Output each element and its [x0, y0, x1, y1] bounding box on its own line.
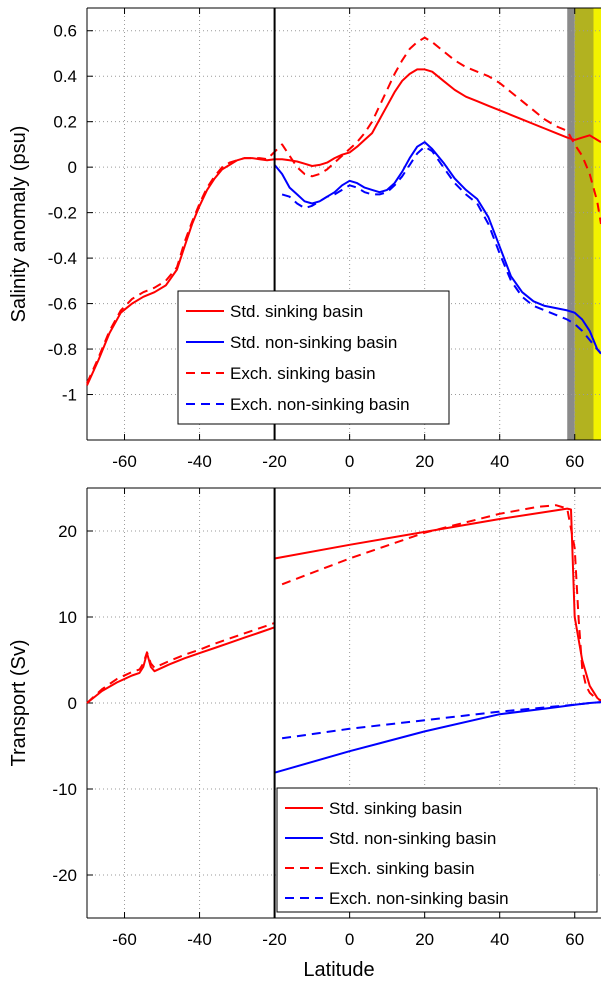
y-tick-label: 10: [58, 608, 77, 627]
transport-panel: -60 -40 -20 0 20 40 60 -20 -10 0 10 20 Transport (Sv…: [8, 487, 601, 981]
legend-entry-1: Std. non-sinking basin: [329, 829, 496, 848]
y-tick-label: -1: [62, 386, 77, 405]
legend-entry-0: Std. sinking basin: [329, 799, 462, 818]
legend-entry-0: Std. sinking basin: [230, 302, 363, 321]
x-tick-label: 20: [415, 452, 434, 471]
x-tick-label: 60: [565, 930, 584, 949]
x-tick-label: 0: [345, 452, 354, 471]
series-line-2-segment-2: [281, 504, 601, 702]
legend-entry-2: Exch. sinking basin: [329, 859, 475, 878]
legend: Std. sinking basin Std. non-sinking basin…: [276, 787, 598, 913]
shaded-band-0: [567, 8, 575, 440]
series-line-0-segment-2: [274, 507, 601, 703]
x-tick-label: -20: [262, 452, 287, 471]
series-line-3: [281, 701, 601, 740]
shaded-band-1: [574, 8, 594, 440]
legend-entry-3: Exch. non-sinking basin: [230, 395, 410, 414]
y-tick-label: -0.8: [48, 340, 77, 359]
x-tick-label: 0: [345, 930, 354, 949]
salinity-panel: -60 -40 -20 0 20 40 60 -1 -0.8 -0.6 -0.4 -0.2 0 0.2 0.…: [8, 7, 601, 471]
series-line-3: [281, 145, 601, 355]
x-tick-label: 20: [415, 930, 434, 949]
y-tick-label: 20: [58, 522, 77, 541]
y-tick-label: 0: [68, 694, 77, 713]
series-line-0: [86, 626, 275, 704]
x-axis-label: Latitude: [303, 959, 374, 981]
x-tick-label: 40: [490, 452, 509, 471]
y-tick-label: -0.4: [48, 249, 77, 268]
y-tick-label: -0.6: [48, 295, 77, 314]
series-line-0: [86, 68, 601, 386]
y-tick-label: 0.6: [53, 22, 77, 41]
x-tick-label: -20: [262, 930, 287, 949]
y-tick-label: -10: [52, 780, 77, 799]
y-axis-label: Transport (Sv): [8, 639, 30, 766]
y-tick-label: 0.4: [53, 67, 77, 86]
x-tick-label: 60: [565, 452, 584, 471]
y-axis-label: Salinity anomaly (psu): [8, 126, 30, 323]
legend-entry-2: Exch. sinking basin: [230, 364, 376, 383]
series-line-1: [274, 701, 601, 774]
x-tick-label: 40: [490, 930, 509, 949]
shaded-band-2: [593, 8, 601, 440]
legend: Std. sinking basin Std. non-sinking basin…: [177, 290, 450, 425]
y-tick-label: -20: [52, 866, 77, 885]
series-line-2: [86, 36, 601, 384]
legend-entry-3: Exch. non-sinking basin: [329, 889, 509, 908]
legend-entry-1: Std. non-sinking basin: [230, 333, 397, 352]
y-tick-label: -0.2: [48, 204, 77, 223]
x-tick-label: -40: [187, 452, 212, 471]
legend-box: [177, 290, 450, 425]
x-tick-label: -60: [112, 452, 137, 471]
x-tick-label: -60: [112, 930, 137, 949]
legend-box: [276, 787, 598, 913]
y-tick-label: 0: [68, 158, 77, 177]
x-tick-label: -40: [187, 930, 212, 949]
series-line-2: [86, 622, 275, 704]
y-tick-label: 0.2: [53, 113, 77, 132]
